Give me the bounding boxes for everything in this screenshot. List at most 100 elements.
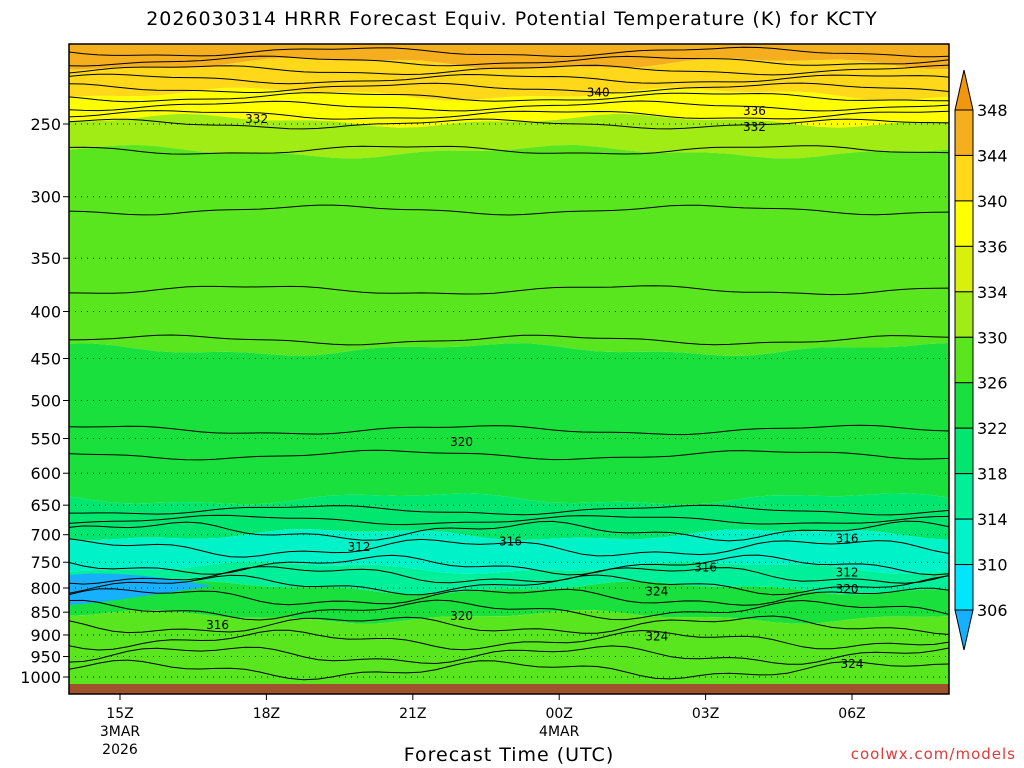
contour-label: 320 xyxy=(450,435,473,449)
colorbar-label: 344 xyxy=(977,146,1008,165)
y-tick-label: 250 xyxy=(30,115,61,134)
contour-label: 312 xyxy=(348,540,371,554)
contour-line xyxy=(69,100,949,112)
colorbar-bottom-arrow xyxy=(954,609,974,651)
value-band xyxy=(69,581,949,624)
y-tick-label: 650 xyxy=(30,496,61,515)
contour-line xyxy=(69,599,949,621)
contour-line xyxy=(69,554,949,576)
y-tick-label: 850 xyxy=(30,603,61,622)
contour-line xyxy=(69,538,949,558)
contour-line xyxy=(69,334,949,346)
value-band xyxy=(69,44,949,70)
contour-line xyxy=(69,46,949,58)
contour-line xyxy=(69,615,949,635)
contour-line xyxy=(69,73,949,85)
contour-line xyxy=(69,64,949,76)
colorbar-top-arrow xyxy=(954,69,974,111)
colorbar-label: 322 xyxy=(977,419,1008,438)
contour-line xyxy=(69,587,949,606)
contour-label: 320 xyxy=(450,609,473,623)
contour-label: 320 xyxy=(836,582,859,596)
contour-line xyxy=(69,574,949,596)
contour-line xyxy=(69,92,949,103)
x-tick-label: 15Z xyxy=(106,706,133,722)
contour-line xyxy=(69,645,949,665)
colorbar-segment xyxy=(954,109,974,156)
colorbar-segment xyxy=(954,382,974,429)
y-tick-label: 700 xyxy=(30,526,61,545)
y-tick-label: 400 xyxy=(30,302,61,321)
x-tick-label: 06Z xyxy=(838,706,865,722)
contour-line xyxy=(69,55,949,67)
contour-label: 316 xyxy=(836,532,859,546)
colorbar-segment xyxy=(954,245,974,293)
colorbar-segment xyxy=(954,564,974,611)
colorbar-label: 336 xyxy=(977,237,1008,256)
x-tick-sublabel: 2026 xyxy=(102,742,138,758)
contour-line xyxy=(69,504,949,516)
contour-label: 324 xyxy=(645,629,668,643)
colorbar-label: 326 xyxy=(977,374,1008,393)
contour-label: 316 xyxy=(694,561,717,575)
ground-surface xyxy=(69,684,949,694)
colorbar-label: 310 xyxy=(977,556,1008,575)
contour-line xyxy=(69,659,949,681)
colorbar-segment xyxy=(954,427,974,475)
contour-line xyxy=(69,629,949,651)
colorbar-label: 314 xyxy=(977,510,1008,529)
credit-link[interactable]: coolwx.com/models xyxy=(850,745,1016,763)
x-tick-label: 18Z xyxy=(253,706,280,722)
contour-label: 324 xyxy=(841,657,864,671)
colorbar-segment xyxy=(954,473,974,520)
contour-line xyxy=(69,82,949,94)
y-tick-label: 350 xyxy=(30,249,61,268)
cold-pocket xyxy=(69,573,212,605)
colorbar-label: 334 xyxy=(977,283,1008,302)
x-tick-label: 03Z xyxy=(692,706,719,722)
colorbar-segment xyxy=(954,200,974,247)
colorbar-label: 306 xyxy=(977,601,1008,620)
x-axis-label: Forecast Time (UTC) xyxy=(403,744,615,766)
y-tick-label: 900 xyxy=(30,626,61,645)
contour-line xyxy=(69,520,949,542)
plot-area: 340 332 336 332 320 316 316 312 316 312 320 324 320 3… xyxy=(69,44,949,694)
value-band xyxy=(69,342,949,505)
y-tick-label: 1000 xyxy=(20,668,61,687)
contour-line xyxy=(69,118,949,130)
plot-frame xyxy=(68,43,950,695)
y-tick-label: 500 xyxy=(30,392,61,411)
x-tick-label: 00Z xyxy=(545,706,572,722)
contour-label: 316 xyxy=(499,535,522,549)
value-band xyxy=(69,144,949,356)
contour-line xyxy=(69,110,949,120)
y-tick-label: 550 xyxy=(30,430,61,449)
colorbar-label: 318 xyxy=(977,465,1008,484)
y-tick-label: 300 xyxy=(30,188,61,207)
y-tick-label: 450 xyxy=(30,349,61,368)
y-tick-label: 750 xyxy=(30,553,61,572)
contour-line xyxy=(69,424,949,436)
contour-label: 336 xyxy=(743,104,766,118)
colorbar-label: 348 xyxy=(977,101,1008,120)
x-tick-sublabel: 4MAR xyxy=(539,724,580,740)
contour-line xyxy=(69,145,949,155)
colorbar-label: 330 xyxy=(977,328,1008,347)
contour-line xyxy=(69,514,949,526)
y-tick-label: 600 xyxy=(30,464,61,483)
contour-line xyxy=(69,449,949,461)
colorbar-segment xyxy=(954,291,974,338)
colorbar-segment xyxy=(954,336,974,384)
y-tick-label: 800 xyxy=(30,579,61,598)
y-tick-label: 950 xyxy=(30,648,61,667)
colorbar-label: 340 xyxy=(977,192,1008,211)
contour-label: 312 xyxy=(836,566,859,580)
contour-line xyxy=(69,285,949,296)
colorbar-segment xyxy=(954,518,974,566)
contour-line xyxy=(69,204,949,216)
colorbar-segment xyxy=(954,154,974,202)
chart-title: 2026030314 HRRR Forecast Equiv. Potentia… xyxy=(146,8,878,30)
x-tick-sublabel: 3MAR xyxy=(100,724,141,740)
contour-label: 324 xyxy=(645,584,668,598)
